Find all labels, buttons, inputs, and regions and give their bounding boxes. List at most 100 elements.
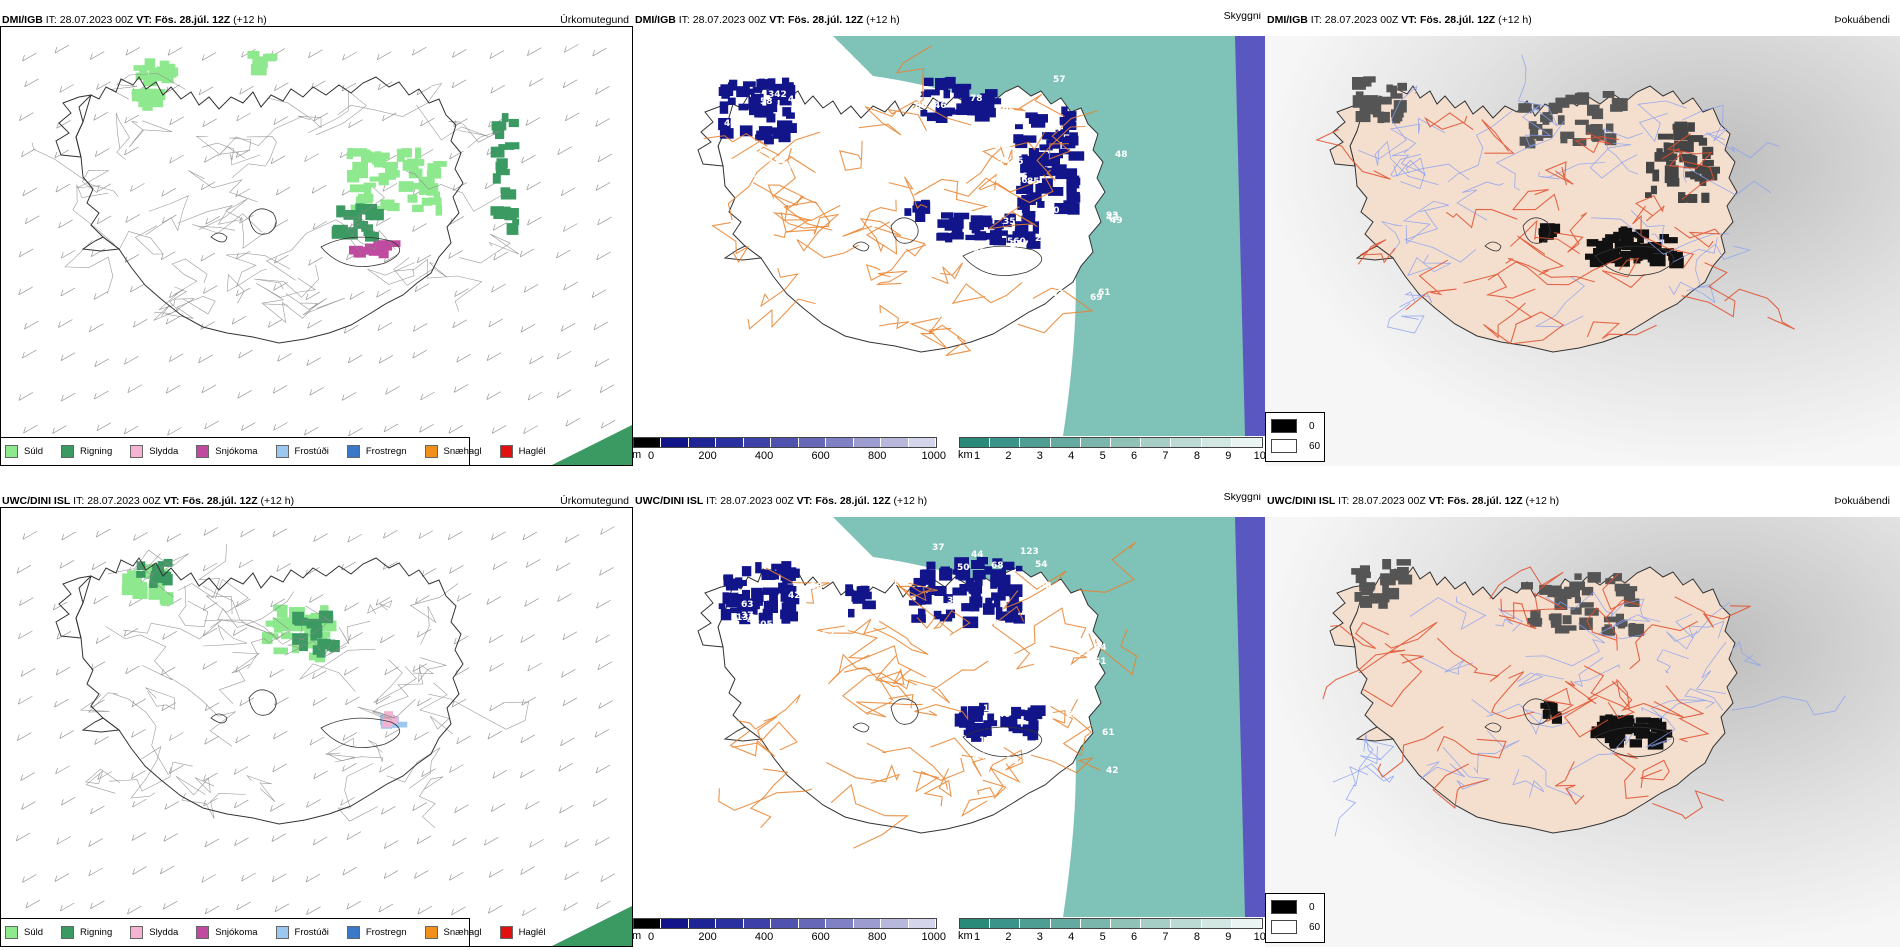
legend-item: Snjókoma — [192, 926, 258, 939]
colorbar-tick: 2 — [1005, 931, 1012, 943]
legend-label: Rigning — [80, 446, 113, 457]
legend-label: Slydda — [149, 927, 179, 938]
cloud-base-label: 95 — [995, 142, 1008, 152]
cloud-base-label: 49 — [962, 635, 975, 645]
legend-item: Súld — [1, 445, 43, 458]
cloud-base-label: 49 — [1110, 216, 1123, 226]
colorbar-cells — [959, 918, 1263, 929]
variable-name: Úrkomutegund — [560, 495, 629, 507]
colorbar-tick: 3 — [1036, 931, 1043, 943]
cloud-base-label: 557 — [788, 645, 807, 655]
cloud-base-label: 86 — [915, 101, 928, 111]
colorbar-tick: 7 — [1162, 931, 1169, 943]
cloud-base-label: 23 — [1035, 234, 1048, 244]
fog-key-swatch — [1271, 900, 1297, 914]
cloud-base-label: 85 — [1027, 177, 1040, 187]
fog-key-label: 0 — [1309, 901, 1315, 913]
cloud-base-label: 68 — [991, 561, 1004, 571]
legend-swatch — [61, 926, 75, 939]
precip-legend: Súld Rigning Slydda Snjókoma Frostúði Frostre… — [0, 918, 546, 947]
variable-name: Úrkomutegund — [560, 14, 629, 26]
legend-swatch — [424, 926, 438, 939]
cloud-base-label: 58 — [1006, 756, 1019, 766]
cloud-base-label: 51 — [1094, 657, 1107, 667]
fog-key-swatch — [1271, 419, 1297, 433]
variable-name: Skyggni — [1223, 493, 1261, 503]
cloud-base-label: 34 — [731, 653, 744, 663]
variable-name: Þokuábendi — [1834, 495, 1890, 507]
cloud-base-label: 78 — [970, 94, 983, 104]
cloud-base-label: 61 — [886, 578, 899, 588]
cloud-base-label: 35 — [1003, 217, 1016, 227]
colorbar-tick: 5 — [1099, 931, 1106, 943]
colorbar-unit: km — [958, 449, 973, 461]
cloud-base-label: 45 — [939, 133, 952, 143]
panel-title: UWC/DINI ISL IT: 28.07.2023 00Z VT: Fös.… — [2, 495, 295, 507]
cloud-base-label: 105 — [996, 106, 1015, 116]
cloud-base-label: 560 — [1007, 237, 1026, 247]
cloud-base-label: 38 — [987, 619, 1000, 629]
fog-key-item: 0 — [1271, 900, 1324, 914]
cloud-base-label: 435 — [789, 645, 808, 655]
precip-type-panel: DMI/IGB IT: 28.07.2023 00Z VT: Fös. 28.j… — [0, 12, 633, 467]
cloud-base-label: 64 — [801, 84, 814, 94]
cloud-base-label: 44 — [973, 752, 986, 762]
cloud-base-label: 40 — [998, 710, 1011, 720]
cloud-map: 121 342 51 42 35 64 63 44 43 66 58 40 45 105 78 95 85 202… — [633, 36, 1265, 436]
cloud-base-label: 17 — [1078, 648, 1091, 658]
colorbar-tick: 1000 — [921, 931, 946, 943]
cloud-base-label: 61 — [1102, 728, 1115, 738]
colorbar-tick: 3 — [1036, 450, 1043, 462]
colorbar-tick: 10 — [1253, 931, 1265, 943]
colorbar-tick: 2 — [1005, 450, 1012, 462]
cloud-base-label: 37 — [741, 611, 754, 621]
cloud-base-label: 38 — [810, 582, 823, 592]
cloud-base-label: 372 — [947, 596, 966, 606]
cloud-visibility-panel: DMI/IGB IT: 28.07.2023 00Z VT: Fös. 28.j… — [633, 12, 1265, 467]
legend-label: Frostúði — [294, 446, 329, 457]
legend-swatch — [499, 445, 513, 458]
cloud-base-label: 43 — [1051, 289, 1064, 299]
colorbar-tick: 400 — [754, 931, 774, 943]
variable-name: Skyggni — [1223, 12, 1261, 22]
panel-title: DMI/IGB IT: 28.07.2023 00Z VT: Fös. 28.j… — [2, 14, 267, 26]
legend-label: Haglél — [518, 446, 546, 457]
legend-item: Snæhagl — [421, 926, 482, 939]
legend-label: Snjókoma — [215, 927, 258, 938]
precip-map — [0, 26, 633, 466]
legend-swatch — [130, 445, 144, 458]
fog-key-label: 60 — [1309, 921, 1321, 933]
legend-swatch — [5, 926, 18, 939]
fog-key-swatch — [1271, 920, 1297, 934]
fog-index-panel: UWC/DINI ISL IT: 28.07.2023 00Z VT: Fös.… — [1265, 493, 1900, 948]
cloud-base-label: 69 — [1044, 733, 1057, 743]
cloud-base-label: 69 — [1090, 293, 1103, 303]
legend-swatch — [346, 445, 360, 458]
cloud-base-label: 74 — [993, 667, 1006, 677]
cloud-base-label: 123 — [1020, 547, 1039, 557]
legend-swatch — [196, 445, 210, 458]
model-name: DMI/IGB — [635, 14, 676, 26]
cloud-base-label: 42 — [1106, 766, 1119, 776]
legend-item: Frostúði — [272, 926, 329, 939]
fog-map — [1265, 517, 1900, 947]
legend-label: Snjókoma — [215, 446, 258, 457]
cloud-base-label: 202 — [994, 141, 1013, 151]
legend-item: Frostúði — [272, 445, 329, 458]
cloud-base-label: 132 — [736, 613, 755, 623]
cloud-base-label: 48 — [1115, 150, 1128, 160]
colorbar-tick: 400 — [754, 450, 774, 462]
legend-label: Súld — [24, 927, 44, 938]
cloud-base-label: 44 — [788, 95, 801, 105]
cloud-base-label: 102 — [979, 736, 998, 746]
model-name: UWC/DINI ISL — [635, 495, 704, 507]
legend-swatch — [5, 445, 18, 458]
colorbar-tick: 600 — [811, 450, 830, 462]
cloud-map: 435 505 557 132 63 43 34 42 37 38 52 123 74 248 372 59 4… — [633, 517, 1265, 917]
cloud-base-label: 46 — [934, 101, 947, 111]
legend-item: Snjókoma — [192, 445, 258, 458]
colorbar-tick: 200 — [698, 931, 717, 943]
colorbar-tick: 9 — [1225, 450, 1232, 462]
cloud-base-label: 505 — [754, 620, 773, 630]
panel-title: DMI/IGB IT: 28.07.2023 00Z VT: Fös. 28.j… — [1267, 14, 1532, 26]
